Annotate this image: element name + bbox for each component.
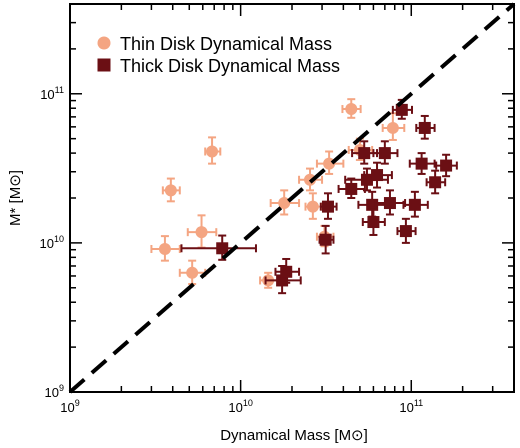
- circle-marker: [306, 200, 319, 213]
- legend-thin-label: Thin Disk Dynamical Mass: [120, 34, 332, 54]
- square-marker: [358, 147, 371, 160]
- thick-disk-point: [396, 217, 417, 244]
- thick-disk-point: [402, 190, 429, 218]
- thin-disk-point: [304, 192, 324, 220]
- thick-disk-point: [372, 140, 399, 165]
- thick-disk-point: [361, 206, 386, 236]
- legend: Thin Disk Dynamical Mass Thick Disk Dyna…: [97, 34, 340, 76]
- thick-disk-point: [180, 234, 257, 261]
- circle-marker: [186, 266, 199, 279]
- x-tick-label: 109: [60, 398, 79, 415]
- square-marker: [321, 200, 334, 213]
- circle-marker: [278, 197, 291, 210]
- one-to-one-dashed-line: [68, 2, 516, 394]
- legend-thick-label: Thick Disk Dynamical Mass: [120, 56, 340, 76]
- thin-disk-point: [204, 136, 222, 165]
- thin-disk-point: [315, 150, 345, 175]
- square-marker: [383, 197, 396, 210]
- thick-disk-point: [374, 189, 407, 216]
- square-marker: [319, 233, 332, 246]
- square-marker: [216, 242, 229, 255]
- thick-disk-point: [319, 192, 338, 220]
- thick-disk-series: [180, 98, 458, 295]
- tick-labels: 109 1010 1011 109 1010 1011: [40, 85, 424, 415]
- thin-disk-point: [178, 259, 207, 286]
- y-axis-label: M* [M⊙]: [7, 170, 24, 226]
- square-marker: [367, 216, 380, 229]
- x-tick-label: 1011: [399, 398, 423, 415]
- square-marker: [440, 159, 453, 172]
- thin-disk-point: [186, 214, 218, 249]
- thick-disk-point: [415, 114, 436, 140]
- thick-disk-point: [363, 161, 393, 189]
- axis-ticks: [69, 3, 515, 393]
- thick-disk-point: [274, 257, 301, 284]
- thick-disk-point: [408, 152, 436, 175]
- circle-marker: [206, 145, 219, 158]
- thin-disk-point: [150, 235, 181, 262]
- square-marker: [371, 169, 384, 182]
- circle-marker: [386, 121, 399, 134]
- square-marker: [415, 157, 428, 170]
- square-marker: [408, 198, 421, 211]
- thin-disk-series: [150, 98, 406, 289]
- square-marker: [280, 265, 293, 278]
- circle-marker: [195, 226, 208, 239]
- thick-disk-point: [425, 169, 447, 195]
- y-tick-label: 1011: [40, 85, 64, 102]
- x-tick-label: 1010: [228, 398, 252, 415]
- square-marker: [378, 147, 391, 160]
- square-marker: [345, 182, 358, 195]
- legend-thin-marker: [97, 36, 111, 50]
- circle-marker: [345, 103, 358, 116]
- thick-disk-point: [435, 153, 458, 178]
- x-axis-label: Dynamical Mass [M⊙]: [220, 427, 368, 444]
- thin-disk-point: [341, 98, 362, 119]
- square-marker: [418, 121, 431, 134]
- legend-thick-marker: [97, 58, 111, 72]
- square-marker: [399, 225, 412, 238]
- square-marker: [429, 176, 442, 189]
- circle-marker: [164, 184, 177, 197]
- thick-disk-point: [337, 177, 366, 199]
- thin-disk-point: [161, 177, 181, 203]
- thick-disk-point: [318, 224, 335, 255]
- circle-marker: [158, 242, 171, 255]
- y-tick-label: 1010: [40, 234, 64, 251]
- thin-disk-point: [269, 189, 301, 216]
- y-tick-label: 109: [45, 383, 64, 400]
